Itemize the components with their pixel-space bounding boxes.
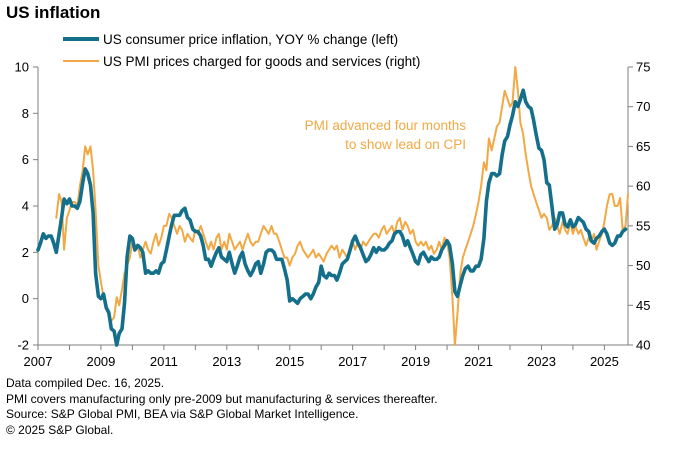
legend-label-pmi: US PMI prices charged for goods and serv… [103, 53, 421, 69]
legend-item-cpi: US consumer price inflation, YOY % chang… [62, 28, 420, 50]
note-coverage: PMI covers manufacturing only pre-2009 b… [6, 391, 438, 406]
left-axis-tick-label: 4 [22, 199, 29, 214]
x-axis-tick-label: 2017 [338, 354, 367, 369]
right-axis-tick-label: 60 [636, 179, 650, 194]
chart-notes: Data compiled Dec. 16, 2025. PMI covers … [6, 376, 438, 438]
x-axis-tick-label: 2015 [275, 354, 304, 369]
chart-legend: US consumer price inflation, YOY % chang… [62, 28, 420, 72]
x-axis-tick-label: 2023 [527, 354, 556, 369]
chart-annotation: PMI advanced four months to show lead on … [305, 118, 467, 152]
x-axis-tick-label: 2007 [24, 354, 53, 369]
annotation-line-1: PMI advanced four months [305, 118, 467, 133]
legend-label-cpi: US consumer price inflation, YOY % chang… [103, 31, 399, 47]
left-axis-tick-label: 0 [22, 291, 29, 306]
x-axis-tick-label: 2009 [86, 354, 115, 369]
x-axis-tick-label: 2013 [212, 354, 241, 369]
left-axis-tick-label: 8 [22, 106, 29, 121]
right-axis-tick-label: 70 [636, 99, 650, 114]
right-axis-tick-label: 50 [636, 258, 650, 273]
note-date: Data compiled Dec. 16, 2025. [6, 376, 165, 390]
chart-title: US inflation [6, 3, 101, 22]
left-axis-tick-label: 6 [22, 152, 29, 167]
right-axis-tick-label: 45 [636, 298, 650, 313]
x-axis-tick-label: 2019 [401, 354, 430, 369]
left-axis-tick-label: 10 [15, 60, 29, 75]
legend-swatch-pmi [63, 60, 99, 62]
pmi-series-line [55, 66, 629, 346]
chart-tick-labels: -2 0 2 4 6 8 10 40 45 50 55 60 65 70 75 2007 2009 2011 201… [15, 60, 651, 370]
note-copyright: © 2025 S&P Global. [6, 422, 114, 437]
right-axis-tick-label: 75 [636, 60, 650, 75]
right-axis-tick-label: 55 [636, 218, 650, 233]
x-axis-tick-label: 2011 [150, 354, 178, 369]
left-axis-tick-label: -2 [17, 338, 29, 353]
annotation-line-2: to show lead on CPI [345, 137, 466, 152]
left-axis-tick-label: 2 [22, 245, 29, 260]
right-axis-tick-label: 40 [636, 338, 650, 353]
inflation-line-chart: -2 0 2 4 6 8 10 40 45 50 55 60 65 70 75 2007 2009 2011 201… [15, 60, 651, 370]
legend-swatch-cpi [63, 37, 99, 41]
note-source: Source: S&P Global PMI, BEA via S&P Glob… [6, 407, 359, 421]
x-axis-tick-label: 2025 [590, 354, 619, 369]
cpi-series-line [36, 88, 628, 347]
legend-item-pmi: US PMI prices charged for goods and serv… [62, 50, 420, 72]
x-axis-tick-label: 2021 [464, 354, 493, 369]
chart-series [36, 66, 629, 347]
right-axis-tick-label: 65 [636, 139, 650, 154]
